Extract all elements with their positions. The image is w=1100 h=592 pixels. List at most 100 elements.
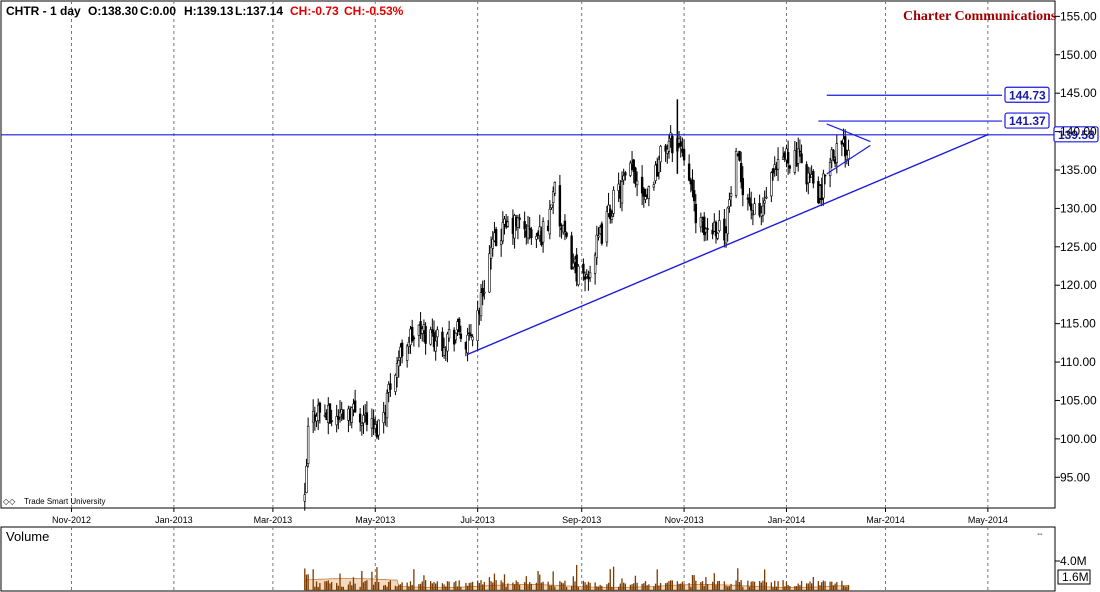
candle-body xyxy=(447,329,451,339)
x-tick-label: May-2014 xyxy=(968,515,1008,525)
candle-body xyxy=(694,204,698,224)
y-tick-label: 145.00 xyxy=(1060,86,1097,100)
candle-body xyxy=(610,216,614,220)
candle-body xyxy=(667,140,671,152)
candle-body xyxy=(457,318,461,333)
candle-body xyxy=(476,310,479,341)
target-label-box xyxy=(1004,112,1050,129)
candle-body xyxy=(318,402,322,413)
candle-body xyxy=(558,185,562,227)
scroll-arrows-icon[interactable]: ◇◇ xyxy=(3,497,16,506)
candle-body xyxy=(776,159,780,170)
volume-panel-frame xyxy=(0,526,1056,592)
y-tick-label: 115.00 xyxy=(1060,317,1096,331)
candle-body xyxy=(513,215,516,239)
candle-body xyxy=(506,221,510,227)
candle-body xyxy=(835,143,839,163)
candle-body xyxy=(800,153,803,164)
candle-body xyxy=(436,329,439,338)
maximize-icon[interactable]: ⇔ xyxy=(1036,529,1044,538)
candle-body xyxy=(572,262,575,268)
candle-body xyxy=(659,146,662,163)
x-tick-label: Jan-2014 xyxy=(768,515,806,525)
candle-body xyxy=(400,342,404,357)
candle-body xyxy=(431,329,434,333)
candle-body xyxy=(741,178,745,196)
candle-body xyxy=(501,222,505,242)
x-tick-label: Mar-2013 xyxy=(254,515,293,525)
candle-body xyxy=(595,234,599,259)
candle-body xyxy=(337,415,340,420)
candle-body xyxy=(583,276,587,280)
candle-body xyxy=(410,326,414,341)
high-value: H:139.13 xyxy=(184,4,234,18)
volume-panel: Volume 4.0M 1.6M ⇔ xyxy=(0,526,1091,592)
candle-body xyxy=(541,221,545,243)
candle-body xyxy=(442,347,446,356)
candle-body xyxy=(622,175,625,181)
candle-body xyxy=(642,188,646,197)
candle-body xyxy=(739,162,743,183)
support-trendline xyxy=(467,134,989,356)
candle-body xyxy=(677,138,681,144)
candle-body xyxy=(306,425,310,464)
x-tick-label: Jul-2013 xyxy=(460,515,495,525)
candle-body xyxy=(528,227,531,230)
candle-body xyxy=(395,362,399,378)
candle-body xyxy=(434,340,437,352)
candle-body xyxy=(652,184,656,188)
candle-body xyxy=(551,191,555,204)
candle-body xyxy=(832,149,835,159)
candle-body xyxy=(563,220,567,232)
candle-body xyxy=(718,220,721,231)
target-label: 141.37 xyxy=(1009,114,1046,128)
candle-body xyxy=(624,172,627,176)
price-panel-frame xyxy=(0,0,1056,509)
candle-body xyxy=(612,189,615,214)
candle-body xyxy=(704,228,708,233)
candle-body xyxy=(518,217,521,220)
candle-body xyxy=(682,148,686,161)
candle-body xyxy=(389,383,392,390)
candle-body xyxy=(405,345,409,361)
candle-body xyxy=(446,333,449,352)
candle-body xyxy=(338,411,342,418)
candle-body xyxy=(593,254,597,274)
candle-body xyxy=(726,207,729,235)
candle-body xyxy=(372,418,375,429)
candle-body xyxy=(499,240,503,245)
candle-body xyxy=(582,263,585,274)
candle-body xyxy=(798,150,802,153)
close-value: C:0.00 xyxy=(140,4,176,18)
y-tick-label: 135.00 xyxy=(1060,163,1097,177)
candle-body xyxy=(761,205,765,216)
candle-body xyxy=(797,148,800,164)
candle-body xyxy=(703,216,706,236)
candle-body xyxy=(844,136,847,157)
resistance-label-box xyxy=(1053,126,1099,143)
candle-body xyxy=(734,151,738,196)
candle-body xyxy=(516,217,520,228)
candle-body xyxy=(526,225,530,239)
y-tick-label: 155.00 xyxy=(1060,9,1097,23)
candle-body xyxy=(679,141,682,147)
open-value: O:138.30 xyxy=(88,4,138,18)
candle-body xyxy=(377,419,380,436)
candle-body xyxy=(620,181,624,204)
candle-body xyxy=(488,253,491,293)
volume-current-label: 1.6M xyxy=(1062,570,1089,584)
symbol-label: CHTR - 1 day xyxy=(6,4,81,18)
candle-body xyxy=(570,235,573,270)
candle-body xyxy=(342,409,345,420)
candle-body xyxy=(629,162,632,176)
candle-body xyxy=(358,413,362,423)
y-tick-label: 105.00 xyxy=(1060,393,1097,407)
volume-gridlines xyxy=(70,527,989,591)
candle-body xyxy=(360,422,364,426)
candle-body xyxy=(671,135,674,154)
candle-body xyxy=(699,217,703,228)
candle-body xyxy=(635,180,639,186)
candle-body xyxy=(382,412,385,424)
candle-body xyxy=(664,145,667,152)
